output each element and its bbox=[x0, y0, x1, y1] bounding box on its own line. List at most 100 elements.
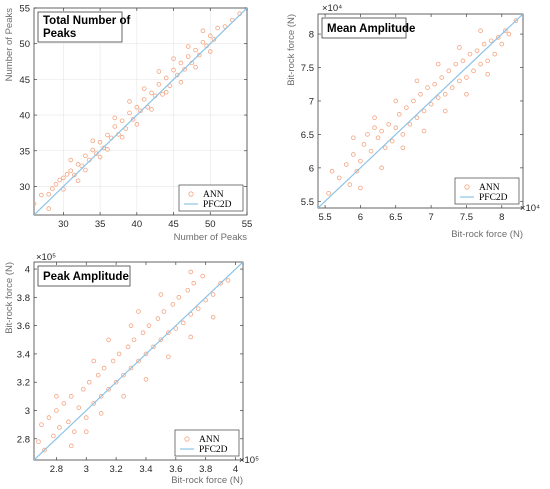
ann-point bbox=[166, 330, 171, 336]
ann-point bbox=[97, 139, 103, 145]
ann-point bbox=[361, 142, 367, 147]
ann-point bbox=[386, 122, 391, 127]
ann-point bbox=[90, 147, 96, 153]
ann-point bbox=[351, 152, 356, 157]
ann-point bbox=[64, 172, 70, 177]
ann-point bbox=[57, 425, 62, 430]
ann-point bbox=[425, 85, 430, 90]
ann-point bbox=[393, 98, 399, 104]
chart-title-box bbox=[37, 265, 131, 287]
ann-point bbox=[196, 52, 202, 58]
x-tick-label: 3.4 bbox=[139, 464, 152, 475]
plot-data bbox=[318, 14, 523, 208]
ann-point bbox=[389, 138, 395, 144]
ann-point bbox=[39, 422, 44, 427]
ann-point bbox=[435, 61, 441, 67]
ann-point bbox=[411, 98, 416, 104]
ann-point bbox=[421, 108, 427, 114]
ann-point bbox=[372, 115, 377, 120]
y-axis-title: Number of Peaks bbox=[4, 8, 15, 82]
ann-point bbox=[170, 302, 176, 307]
ann-point bbox=[173, 326, 179, 331]
plot-data bbox=[34, 262, 243, 460]
y-tick-label: 8 bbox=[309, 30, 314, 41]
ann-point bbox=[61, 401, 67, 406]
legend-ann-swatch bbox=[184, 436, 190, 442]
ann-point bbox=[90, 138, 96, 144]
ann-point bbox=[442, 108, 448, 114]
y-tick-label: 3.6 bbox=[17, 321, 30, 332]
ann-point bbox=[105, 147, 110, 152]
ann-point bbox=[195, 306, 201, 311]
ann-point bbox=[167, 83, 173, 89]
plot-data bbox=[34, 8, 247, 215]
ann-point bbox=[407, 122, 413, 127]
ann-point bbox=[68, 168, 74, 174]
legend-label: PFC2D bbox=[203, 200, 232, 210]
ann-point bbox=[51, 433, 56, 439]
ann-point bbox=[119, 134, 125, 140]
ann-point bbox=[347, 182, 353, 187]
ann-point bbox=[414, 115, 420, 120]
chart-title: Peaks bbox=[43, 28, 76, 40]
ann-point bbox=[61, 175, 66, 181]
ann-point bbox=[75, 162, 81, 167]
ann-point bbox=[57, 177, 63, 183]
ann-point bbox=[453, 61, 459, 67]
x-tick-label: 3.6 bbox=[169, 464, 182, 475]
ann-point bbox=[123, 126, 129, 131]
x-tick-label: 30 bbox=[58, 219, 69, 230]
ann-point bbox=[207, 49, 213, 54]
ann-point bbox=[400, 145, 406, 151]
ann-point bbox=[134, 122, 140, 127]
ann-point bbox=[156, 69, 162, 74]
ann-point bbox=[149, 107, 154, 112]
ann-point bbox=[121, 372, 126, 378]
legend-ann-swatch bbox=[464, 184, 470, 190]
chart-title-box bbox=[37, 11, 123, 43]
x-axis-title: Number of Peaks bbox=[174, 232, 248, 243]
chart-2: 5.5 6 6.5 7 7.5 8 5.5 6 6.5 7 7.5 8 Bit-rock force (… bbox=[286, 3, 540, 240]
ann-point bbox=[160, 92, 165, 97]
x-tick-label: 3.2 bbox=[109, 464, 122, 475]
legend-box bbox=[174, 429, 240, 457]
ann-point bbox=[83, 153, 88, 159]
ann-point bbox=[193, 47, 198, 53]
ann-point bbox=[95, 372, 101, 378]
ann-point bbox=[372, 125, 377, 131]
ann-point bbox=[215, 25, 220, 31]
ann-point bbox=[485, 58, 490, 64]
ann-point bbox=[80, 386, 86, 392]
ann-point bbox=[210, 314, 216, 320]
x-axis-exponent: ×10⁵ bbox=[239, 455, 259, 466]
legend-label: PFC2D bbox=[479, 193, 508, 203]
x-tick-label: 40 bbox=[132, 219, 143, 230]
ann-point bbox=[54, 394, 59, 399]
x-tick-label: 4 bbox=[233, 464, 238, 475]
ann-point bbox=[39, 192, 44, 198]
ann-point bbox=[351, 135, 356, 141]
pfc2d-line bbox=[34, 262, 243, 460]
ann-point bbox=[492, 51, 498, 57]
ann-point bbox=[34, 201, 37, 206]
ann-point bbox=[457, 45, 462, 50]
ann-point bbox=[474, 48, 480, 54]
x-tick-label: 55 bbox=[242, 219, 253, 230]
ann-point bbox=[460, 58, 466, 64]
ann-point bbox=[50, 186, 55, 191]
ann-point bbox=[442, 91, 448, 97]
ann-point bbox=[42, 447, 47, 453]
ann-point bbox=[166, 354, 171, 360]
ann-point bbox=[134, 104, 140, 110]
x-tick-label: 3 bbox=[84, 464, 89, 475]
ann-point bbox=[513, 18, 519, 23]
ann-point bbox=[379, 165, 384, 171]
ann-point bbox=[432, 81, 437, 87]
y-tick-label: 3.2 bbox=[17, 378, 30, 389]
ann-point bbox=[218, 280, 223, 286]
y-axis-title: Bit-rock force (N) bbox=[4, 262, 15, 334]
y-axis-exponent: ×10⁵ bbox=[36, 252, 56, 263]
x-axis-title: Bit-rock force (N) bbox=[171, 475, 243, 486]
ann-point bbox=[336, 175, 342, 181]
y-axis-title: Bit-rock force (N) bbox=[286, 14, 297, 86]
